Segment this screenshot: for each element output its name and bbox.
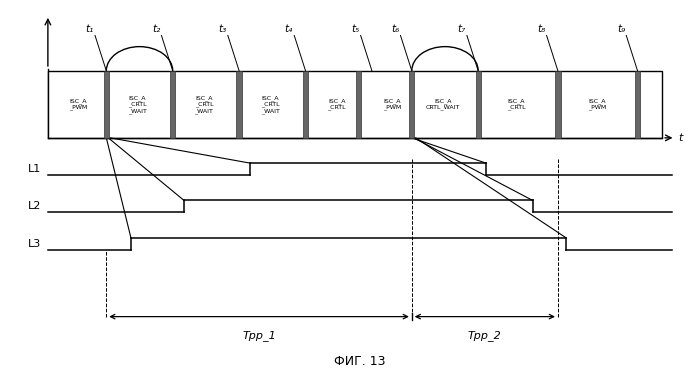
Text: ISC_A
_PWM: ISC_A _PWM [383, 98, 401, 111]
Text: t₅: t₅ [351, 24, 359, 33]
Text: ISC_A
CRTL_WAIT: ISC_A CRTL_WAIT [426, 98, 460, 111]
Text: ISC_A
_CRTL
_WAIT: ISC_A _CRTL _WAIT [194, 95, 213, 114]
Text: t₉: t₉ [617, 24, 625, 33]
Text: t: t [679, 133, 683, 143]
Text: t₂: t₂ [152, 24, 160, 33]
Text: ISC_A
_PWM: ISC_A _PWM [588, 98, 606, 111]
Bar [303, 71, 308, 138]
Bar [170, 71, 175, 138]
Text: ISC_A
_CRTL: ISC_A _CRTL [507, 98, 526, 111]
Bar [409, 71, 415, 138]
Bar [48, 71, 662, 138]
Text: ФИГ. 13: ФИГ. 13 [334, 355, 386, 368]
Text: Tрр_1: Tрр_1 [242, 329, 276, 340]
Text: t₇: t₇ [457, 24, 466, 33]
Text: t₃: t₃ [218, 24, 226, 33]
Bar [555, 71, 561, 138]
Text: t₆: t₆ [391, 24, 399, 33]
Text: ISC_A
_CRTL
_WAIT: ISC_A _CRTL _WAIT [261, 95, 280, 114]
Bar [475, 71, 481, 138]
Text: t₄: t₄ [284, 24, 293, 33]
Text: ISC_A
_PWM: ISC_A _PWM [69, 98, 87, 111]
Text: ISC_A
_CRTL: ISC_A _CRTL [327, 98, 346, 111]
Text: L2: L2 [28, 201, 41, 211]
Text: L1: L1 [28, 164, 41, 174]
Text: t₈: t₈ [537, 24, 545, 33]
Bar [236, 71, 242, 138]
Text: t₁: t₁ [85, 24, 94, 33]
Text: L3: L3 [28, 239, 41, 249]
Text: Tрр_2: Tрр_2 [468, 329, 502, 340]
Text: ISC_A
_CRTL
_WAIT: ISC_A _CRTL _WAIT [128, 95, 147, 114]
Bar [356, 71, 361, 138]
Bar [103, 71, 109, 138]
Bar [635, 71, 640, 138]
